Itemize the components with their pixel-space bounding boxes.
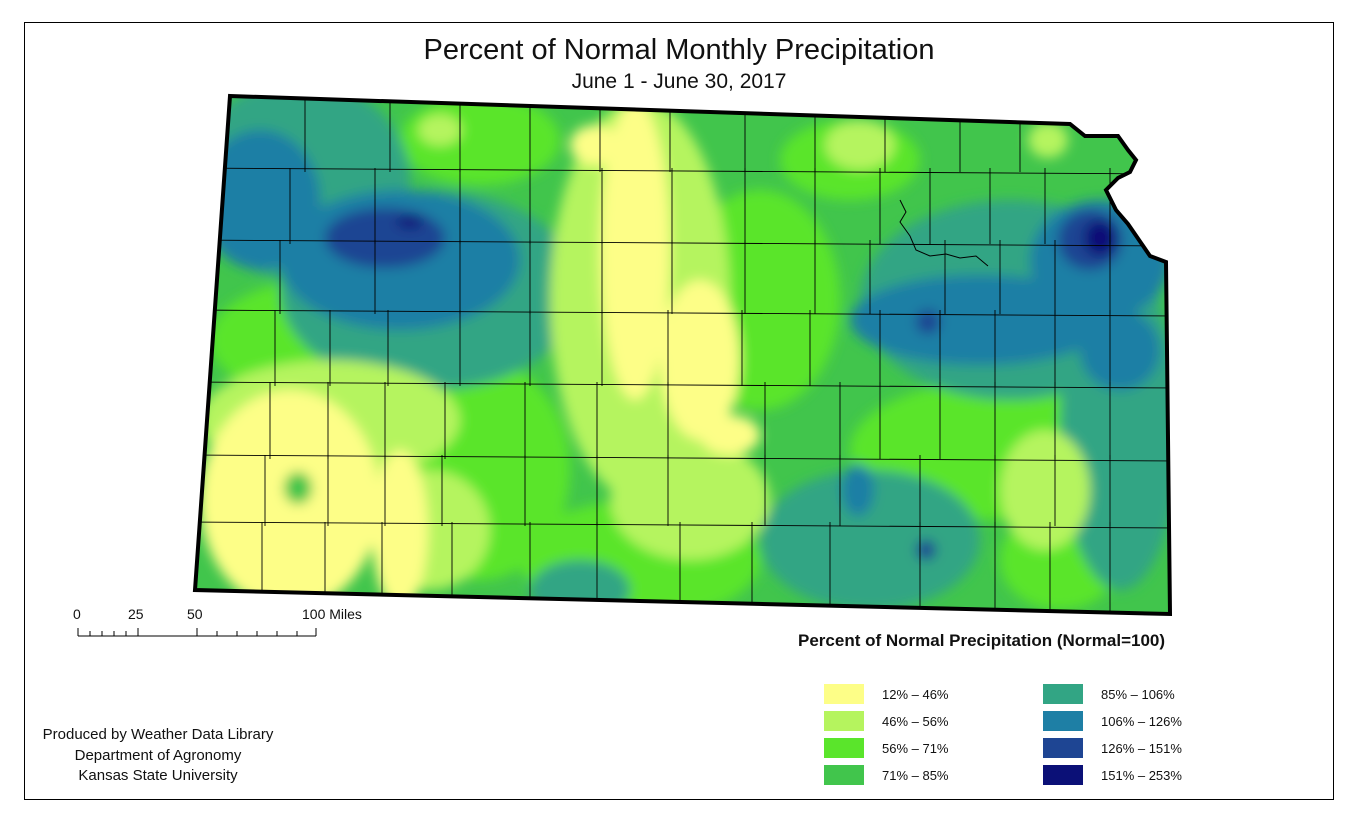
legend-item: 56% – 71% — [824, 738, 949, 758]
legend-swatch — [1043, 738, 1083, 758]
map-title: Percent of Normal Monthly Precipitation — [423, 34, 935, 66]
legend-label: 151% – 253% — [1101, 767, 1182, 783]
legend-title: Percent of Normal Precipitation (Normal=… — [798, 631, 1166, 650]
legend-swatch — [1043, 684, 1083, 704]
credits-line: Kansas State University — [78, 767, 238, 784]
legend-label: 106% – 126% — [1101, 713, 1182, 729]
legend-item: 12% – 46% — [824, 684, 949, 704]
legend-item: 71% – 85% — [824, 765, 949, 785]
precipitation-surface — [195, 96, 1170, 614]
county-row-line — [195, 239, 1170, 247]
legend-item: 126% – 151% — [1043, 738, 1182, 758]
legend-swatch — [1043, 711, 1083, 731]
legend-swatch — [824, 711, 864, 731]
scale-label-100: 100 Miles — [302, 606, 362, 622]
credits-line: Department of Agronomy — [74, 746, 242, 764]
county-row-line — [195, 381, 1170, 389]
county-row-line — [195, 454, 1170, 462]
legend-label: 126% – 151% — [1101, 740, 1182, 756]
county-row-line — [195, 167, 1170, 175]
legend-label: 85% – 106% — [1101, 686, 1175, 702]
legend-swatch — [824, 684, 864, 704]
legend-item: 106% – 126% — [1043, 711, 1182, 731]
legend-swatch — [1043, 765, 1083, 785]
map-frame — [24, 22, 1334, 800]
kansas-state-outline — [192, 93, 1173, 617]
scale-bar — [77, 628, 317, 637]
scale-label-50: 50 — [187, 606, 203, 622]
legend-swatch — [824, 765, 864, 785]
legend-label: 46% – 56% — [882, 713, 949, 729]
scale-label-25: 25 — [128, 606, 144, 622]
legend-item: 151% – 253% — [1043, 765, 1182, 785]
legend-swatch — [824, 738, 864, 758]
credits-block: Produced by Weather Data Library Departm… — [38, 725, 278, 787]
kansas-river-line — [899, 199, 989, 267]
legend-label: 56% – 71% — [882, 740, 949, 756]
legend-item: 46% – 56% — [824, 711, 949, 731]
legend-label: 71% – 85% — [882, 767, 949, 783]
county-row-line — [195, 521, 1170, 529]
county-row-line — [195, 309, 1170, 317]
credits-line: Produced by Weather Data Library — [42, 726, 274, 743]
map-subtitle: June 1 - June 30, 2017 — [571, 70, 787, 93]
county-boundaries — [195, 96, 1170, 614]
legend-label: 12% – 46% — [882, 686, 949, 702]
scale-label-0: 0 — [73, 606, 81, 622]
legend-item: 85% – 106% — [1043, 684, 1175, 704]
